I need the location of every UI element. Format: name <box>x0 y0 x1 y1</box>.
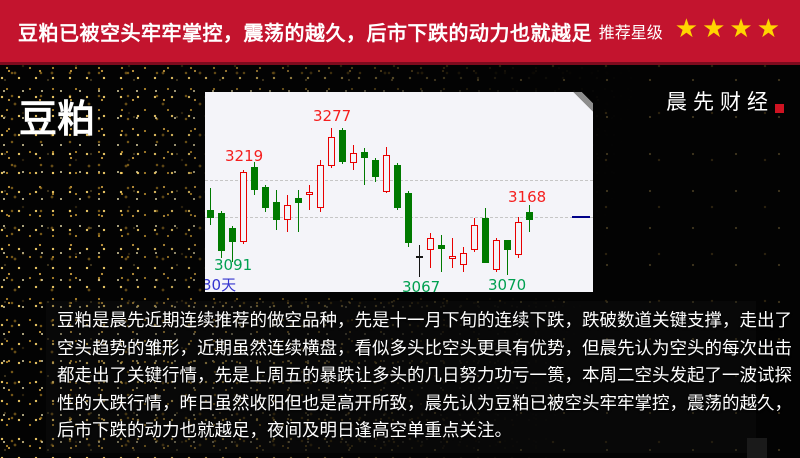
candle-body <box>350 153 357 163</box>
gridline <box>205 217 593 218</box>
candle-wick <box>419 245 420 277</box>
price-label: 3277 <box>313 107 352 125</box>
analysis-line: 空头趋势的雏形，近期虽然连续横盘，看似多头比空头更具有优势，但晨先认为空头的每次… <box>57 338 792 359</box>
candle-body <box>471 225 478 250</box>
candle-body <box>427 238 434 250</box>
candle-body <box>207 210 214 218</box>
candle-body <box>416 256 423 258</box>
candle-body <box>526 212 533 220</box>
candle-body <box>438 245 445 249</box>
candle-wick <box>364 148 365 185</box>
analysis-line: 都走出了关键行情，先是上周五的暴跌让多头的几日努力功亏一篑，本周二空头发起了一波… <box>57 366 792 387</box>
candle-body <box>372 160 379 177</box>
candle-body <box>361 152 368 158</box>
corner-watermark-chip <box>747 438 767 458</box>
analysis-line: 后市下跌的动力也就越足，夜间及明日逢高空单重点关注。 <box>57 421 512 442</box>
last-price-marker <box>572 216 590 218</box>
candle-body <box>262 187 269 208</box>
analysis-panel <box>46 301 756 453</box>
top-banner: 豆粕已被空头牢牢掌控，震荡的越久，后市下跌的动力也就越足 推荐星级 ★★★★ <box>0 0 800 65</box>
candle-body <box>273 202 280 220</box>
candle-wick <box>452 238 453 268</box>
candle-body <box>504 240 511 250</box>
candle-body <box>306 192 313 195</box>
page-title: 豆粕 <box>19 97 96 141</box>
price-label: 3168 <box>508 188 547 206</box>
candle-body <box>295 198 302 203</box>
candle-body <box>460 253 467 265</box>
candle-body <box>383 155 390 192</box>
price-label: 3091 <box>214 256 253 274</box>
candle-body <box>515 222 522 255</box>
candle-body <box>339 130 346 162</box>
candlestick-chart: 3219 3277 3168 3091 3067 3070 30天 <box>205 92 593 292</box>
candle-body <box>218 213 225 251</box>
analysis-line: 豆粕是晨先近期连续推荐的做空品种，先是十一月下旬的连续下跌，跌破数道关键支撑，走… <box>57 311 792 331</box>
banner-headline: 豆粕已被空头牢牢掌控，震荡的越久，后市下跌的动力也就越足 <box>18 20 592 45</box>
analysis-text: 豆粕是晨先近期连续推荐的做空品种，先是十一月下旬的连续下跌，跌破数道关键支撑，走… <box>57 308 792 446</box>
brand-logo: 晨先财经 <box>666 86 784 116</box>
candle-wick <box>298 190 299 232</box>
price-label: 3219 <box>225 147 264 165</box>
candle-wick <box>309 185 310 210</box>
candle-wick <box>430 233 431 268</box>
candle-wick <box>210 188 211 225</box>
candle-wick <box>507 240 508 275</box>
analysis-line: 性的大跌行情，昨日虽然收阳但也是高开所致，晨先认为豆粕已被空头牢牢掌控，震荡的越… <box>57 393 792 414</box>
candle-body <box>284 205 291 220</box>
price-label: 3070 <box>488 276 527 292</box>
candle-wick <box>232 226 233 262</box>
star-rating-icons: ★★★★ <box>674 14 784 44</box>
price-label: 30天 <box>205 276 237 292</box>
candle-body <box>251 167 258 190</box>
candle-body <box>317 165 324 208</box>
brand-square-icon <box>775 104 784 113</box>
brand-name: 晨先财经 <box>666 90 774 114</box>
candle-body <box>328 137 335 166</box>
price-label: 3067 <box>402 278 441 292</box>
candle-wick <box>441 235 442 272</box>
candle-body <box>493 240 500 270</box>
candle-body <box>405 193 412 243</box>
rating-label: 推荐星级 <box>598 23 663 42</box>
candle-body <box>449 256 456 259</box>
candle-body <box>240 172 247 242</box>
candle-body <box>229 228 236 242</box>
candle-body <box>482 218 489 263</box>
rating-group: 推荐星级 ★★★★ <box>599 0 784 62</box>
candle-body <box>394 165 401 208</box>
